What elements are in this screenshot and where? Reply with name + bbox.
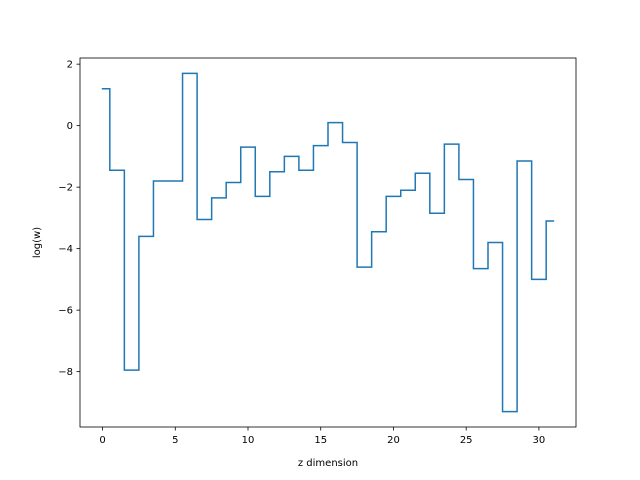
x-tick-label: 10 bbox=[242, 435, 255, 446]
x-tick-label: 25 bbox=[460, 435, 473, 446]
y-tick-label: −8 bbox=[58, 367, 73, 378]
y-axis-ticks: 2 0 −2 −4 −6 −8 bbox=[58, 60, 80, 378]
axes-frame bbox=[79, 57, 577, 428]
series-layer bbox=[101, 72, 555, 413]
y-tick-label: −6 bbox=[58, 306, 73, 317]
y-tick-label: −4 bbox=[58, 244, 73, 255]
series-line-0 bbox=[101, 72, 555, 413]
x-tick-label: 5 bbox=[172, 435, 178, 446]
plot-area bbox=[79, 57, 577, 428]
y-axis-label: log(w) bbox=[32, 227, 43, 258]
y-tick-label: 2 bbox=[67, 60, 73, 71]
y-tick-label: 0 bbox=[67, 121, 73, 132]
x-tick-label: 15 bbox=[314, 435, 327, 446]
x-tick-label: 0 bbox=[99, 435, 105, 446]
x-axis-label: z dimension bbox=[298, 458, 358, 469]
x-tick-label: 30 bbox=[533, 435, 546, 446]
x-axis-ticks: 0 5 10 15 20 25 30 bbox=[99, 427, 545, 446]
x-tick-label: 20 bbox=[387, 435, 400, 446]
y-tick-label: −2 bbox=[58, 183, 73, 194]
